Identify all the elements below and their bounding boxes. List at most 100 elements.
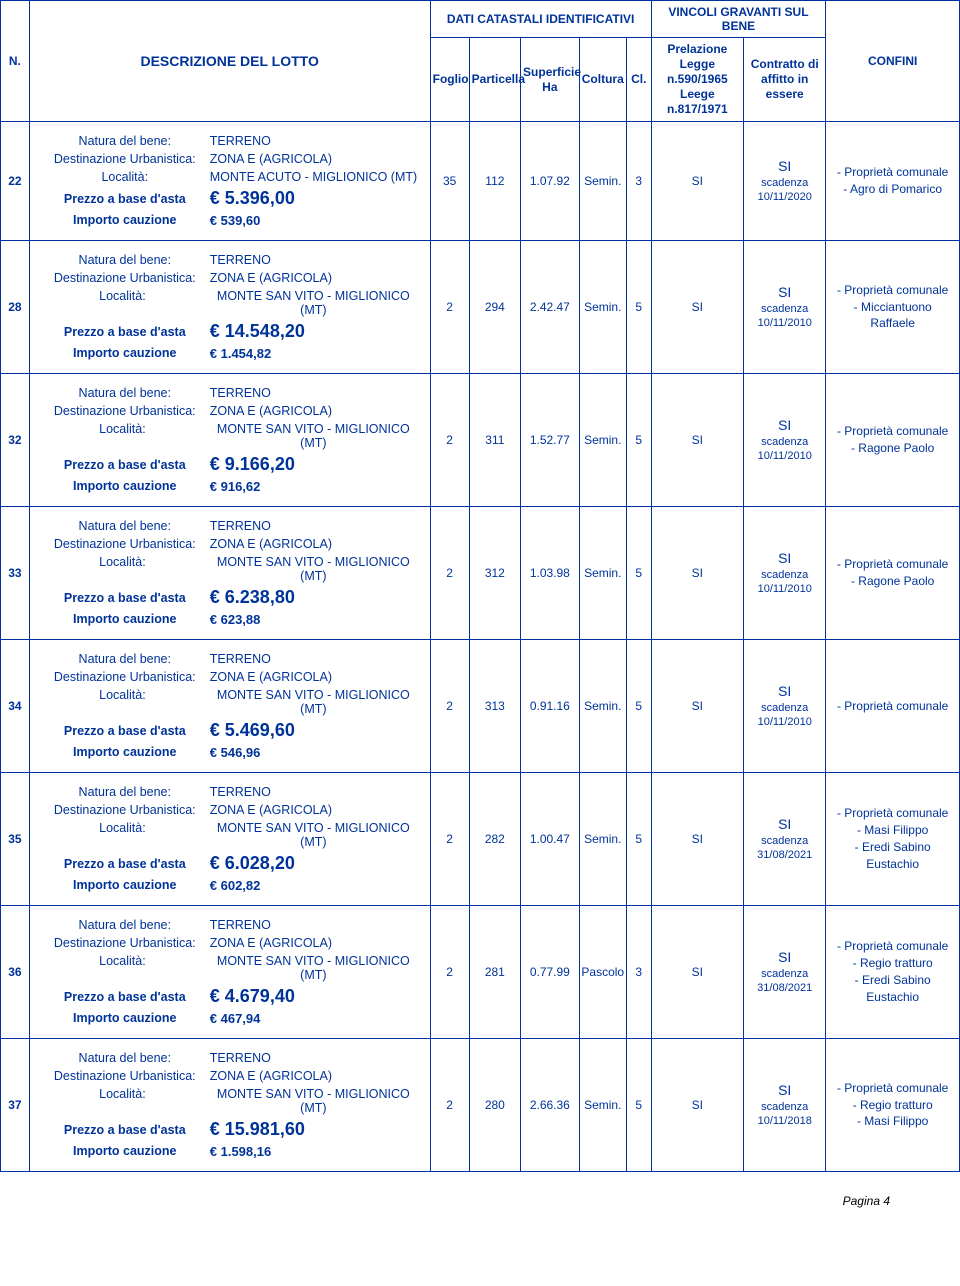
confine-item: - Micciantuono Raffaele [832, 299, 953, 333]
table-row: 35Natura del bene:TERRENODestinazione Ur… [1, 773, 960, 906]
cell-foglio: 2 [430, 906, 469, 1039]
cell-prelazione: SI [651, 122, 744, 241]
cell-confini: - Proprietà comunale- Ragone Paolo [826, 507, 960, 640]
value-localita: MONTE SAN VITO - MIGLIONICO (MT) [205, 553, 422, 585]
label-natura: Natura del bene: [40, 384, 210, 402]
value-destinazione: ZONA E (AGRICOLA) [210, 269, 332, 287]
value-natura: TERRENO [210, 384, 271, 402]
header-cl: Cl. [626, 38, 651, 122]
page-footer: Pagina 4 [0, 1172, 960, 1208]
table-row: 22Natura del bene:TERRENODestinazione Ur… [1, 122, 960, 241]
cell-particella: 313 [469, 640, 520, 773]
cell-superficie: 2.42.47 [521, 241, 580, 374]
cell-cl: 3 [626, 906, 651, 1039]
value-cauzione: € 467,94 [210, 1009, 261, 1028]
value-natura: TERRENO [210, 251, 271, 269]
cell-particella: 282 [469, 773, 520, 906]
label-cauzione: Importo cauzione [40, 1009, 210, 1028]
confine-item: - Regio tratturo [832, 955, 953, 972]
lotto-number: 37 [1, 1039, 30, 1172]
cell-cl: 5 [626, 374, 651, 507]
confine-item: - Proprietà comunale [832, 164, 953, 181]
confine-item: - Ragone Paolo [832, 440, 953, 457]
label-localita: Località: [40, 553, 205, 585]
cell-foglio: 2 [430, 374, 469, 507]
confine-item: - Proprietà comunale [832, 1080, 953, 1097]
value-natura: TERRENO [210, 916, 271, 934]
contratto-si: SI [744, 283, 825, 302]
label-prezzo: Prezzo a base d'asta [40, 452, 210, 477]
cell-contratto: SIscadenza31/08/2021 [744, 773, 826, 906]
cell-cl: 5 [626, 241, 651, 374]
contratto-date: 10/11/2010 [744, 316, 825, 331]
contratto-date: 31/08/2021 [744, 981, 825, 996]
label-prezzo: Prezzo a base d'asta [40, 186, 210, 211]
value-cauzione: € 916,62 [210, 477, 261, 496]
label-localita: Località: [40, 420, 205, 452]
cell-cl: 3 [626, 122, 651, 241]
value-localita: MONTE SAN VITO - MIGLIONICO (MT) [205, 819, 422, 851]
value-destinazione: ZONA E (AGRICOLA) [210, 1067, 332, 1085]
value-prezzo: € 6.028,20 [210, 851, 295, 876]
header-confini: CONFINI [826, 1, 960, 122]
confine-item: - Masi Filippo [832, 822, 953, 839]
cell-contratto: SIscadenza10/11/2010 [744, 374, 826, 507]
value-cauzione: € 1.598,16 [210, 1142, 271, 1161]
lotto-description: Natura del bene:TERRENODestinazione Urba… [29, 122, 430, 241]
cell-particella: 112 [469, 122, 520, 241]
cell-superficie: 1.00.47 [521, 773, 580, 906]
label-cauzione: Importo cauzione [40, 1142, 210, 1161]
value-destinazione: ZONA E (AGRICOLA) [210, 934, 332, 952]
cell-prelazione: SI [651, 374, 744, 507]
lotto-description: Natura del bene:TERRENODestinazione Urba… [29, 640, 430, 773]
lotto-description: Natura del bene:TERRENODestinazione Urba… [29, 1039, 430, 1172]
value-natura: TERRENO [210, 650, 271, 668]
table-header: N. DESCRIZIONE DEL LOTTO DATI CATASTALI … [1, 1, 960, 122]
lotto-number: 33 [1, 507, 30, 640]
cell-superficie: 1.52.77 [521, 374, 580, 507]
label-localita: Località: [40, 287, 205, 319]
label-localita: Località: [40, 168, 210, 186]
value-natura: TERRENO [210, 132, 271, 150]
label-cauzione: Importo cauzione [40, 344, 210, 363]
label-prezzo: Prezzo a base d'asta [40, 1117, 210, 1142]
header-n: N. [1, 1, 30, 122]
label-prezzo: Prezzo a base d'asta [40, 851, 210, 876]
cell-superficie: 1.03.98 [521, 507, 580, 640]
cell-confini: - Proprietà comunale- Regio tratturo- Ma… [826, 1039, 960, 1172]
contratto-date: 10/11/2010 [744, 715, 825, 730]
label-prezzo: Prezzo a base d'asta [40, 585, 210, 610]
contratto-scadenza-label: scadenza [744, 967, 825, 982]
cell-coltura: Semin. [579, 374, 626, 507]
table-row: 36Natura del bene:TERRENODestinazione Ur… [1, 906, 960, 1039]
cell-prelazione: SI [651, 906, 744, 1039]
contratto-si: SI [744, 682, 825, 701]
lotto-number: 34 [1, 640, 30, 773]
cell-cl: 5 [626, 773, 651, 906]
header-foglio: Foglio [430, 38, 469, 122]
contratto-si: SI [744, 1081, 825, 1100]
table-row: 37Natura del bene:TERRENODestinazione Ur… [1, 1039, 960, 1172]
value-localita: MONTE SAN VITO - MIGLIONICO (MT) [205, 420, 422, 452]
cell-superficie: 0.91.16 [521, 640, 580, 773]
value-prezzo: € 15.981,60 [210, 1117, 305, 1142]
label-prezzo: Prezzo a base d'asta [40, 984, 210, 1009]
contratto-si: SI [744, 157, 825, 176]
confine-item: - Regio tratturo [832, 1097, 953, 1114]
cell-contratto: SIscadenza10/11/2010 [744, 507, 826, 640]
cell-foglio: 2 [430, 1039, 469, 1172]
header-superficie: Superficie Ha [521, 38, 580, 122]
value-prezzo: € 5.469,60 [210, 718, 295, 743]
value-localita: MONTE SAN VITO - MIGLIONICO (MT) [205, 686, 422, 718]
confine-item: - Proprietà comunale [832, 423, 953, 440]
value-localita: MONTE ACUTO - MIGLIONICO (MT) [210, 168, 417, 186]
cell-confini: - Proprietà comunale- Micciantuono Raffa… [826, 241, 960, 374]
cell-contratto: SIscadenza31/08/2021 [744, 906, 826, 1039]
label-destinazione: Destinazione Urbanistica: [40, 535, 210, 553]
contratto-si: SI [744, 815, 825, 834]
value-cauzione: € 539,60 [210, 211, 261, 230]
confine-item: - Proprietà comunale [832, 938, 953, 955]
confine-item: - Eredi Sabino Eustachio [832, 839, 953, 873]
contratto-scadenza-label: scadenza [744, 834, 825, 849]
table-row: 34Natura del bene:TERRENODestinazione Ur… [1, 640, 960, 773]
